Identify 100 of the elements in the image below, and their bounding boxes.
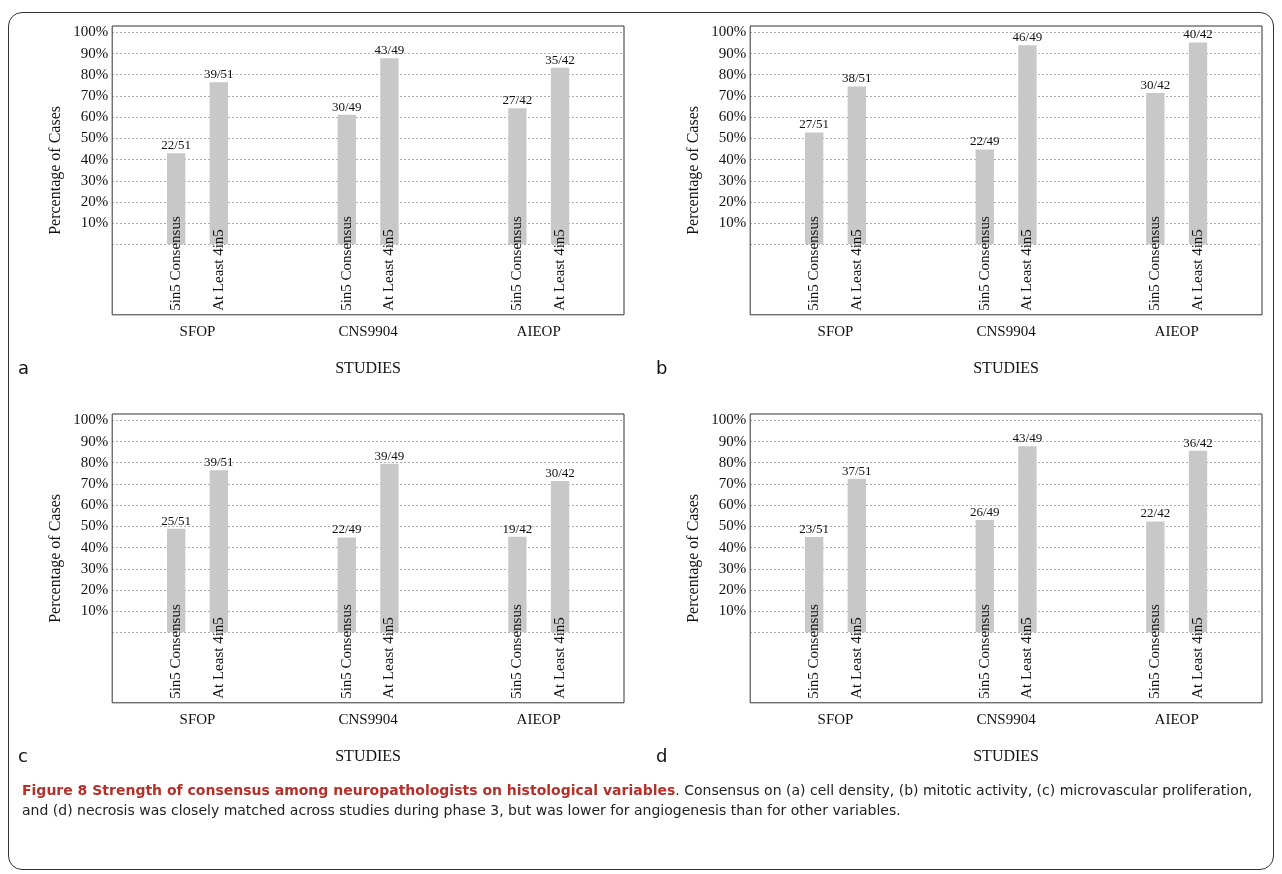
text: 5in5 Consensus <box>508 604 525 699</box>
text: At Least 4in5 <box>380 229 397 311</box>
text: Figure 8 Strength of consensus among neuropathologists on histological variables <box>22 782 676 798</box>
text: d <box>656 744 668 766</box>
y-tick-label: 80% <box>718 453 747 470</box>
y-tick-label: 100% <box>73 23 109 40</box>
text: b <box>656 356 668 378</box>
x-tick-label: CNS9904 <box>338 710 399 727</box>
data-label: 46/49 <box>1012 29 1043 45</box>
y-tick-label: 60% <box>718 496 747 513</box>
x-tick-label: SFOP <box>817 710 854 727</box>
y-tick-label: 60% <box>80 496 109 513</box>
text: 5in5 Consensus <box>337 604 354 699</box>
x-tick-label: CNS9904 <box>338 322 399 339</box>
y-tick-label: 70% <box>80 87 109 104</box>
y-tick-label: 30% <box>80 559 109 576</box>
text: a <box>18 356 30 378</box>
y-axis-title: Percentage of Cases <box>683 105 702 235</box>
text: 5in5 Consensus <box>337 216 354 311</box>
text: At Least 4in5 <box>550 229 567 311</box>
y-tick-label: 90% <box>80 432 109 449</box>
y-tick-label: 80% <box>80 453 109 470</box>
text: At Least 4in5 <box>847 617 864 699</box>
y-tick-label: 70% <box>80 475 109 492</box>
text: At Least 4in5 <box>209 617 226 699</box>
data-label: 36/42 <box>1183 434 1213 450</box>
data-label: 35/42 <box>545 51 575 67</box>
x-axis-title: STUDIES <box>973 358 1039 376</box>
data-label: 19/42 <box>502 520 533 536</box>
data-label: 39/49 <box>374 447 405 463</box>
y-tick-label: 40% <box>80 538 109 555</box>
y-tick-label: 10% <box>80 214 109 231</box>
text: 5in5 Consensus <box>508 216 525 311</box>
data-label: 39/51 <box>204 454 234 470</box>
text: 5in5 Consensus <box>167 216 184 311</box>
text: 5in5 Consensus <box>167 604 184 699</box>
y-tick-label: 30% <box>718 559 747 576</box>
data-label: 27/42 <box>502 92 533 108</box>
y-tick-label: 80% <box>718 65 747 82</box>
text: At Least 4in5 <box>1188 617 1205 699</box>
y-tick-label: 20% <box>80 193 109 210</box>
y-tick-label: 40% <box>80 150 109 167</box>
data-label: 43/49 <box>1012 430 1043 446</box>
data-label: 22/51 <box>161 137 191 153</box>
x-tick-label: AIEOP <box>516 710 561 727</box>
x-axis-title: STUDIES <box>973 746 1039 764</box>
text: At Least 4in5 <box>1188 229 1205 311</box>
y-tick-label: 100% <box>711 411 747 428</box>
y-tick-label: 90% <box>80 44 109 61</box>
text: 5in5 Consensus <box>975 604 992 699</box>
y-axis-title: Percentage of Cases <box>683 493 702 623</box>
text: At Least 4in5 <box>550 617 567 699</box>
y-axis-title: Percentage of Cases <box>45 493 64 623</box>
data-label: 22/49 <box>969 133 1000 149</box>
text: 5in5 Consensus <box>805 604 822 699</box>
x-axis-title: STUDIES <box>335 746 401 764</box>
data-label: 43/49 <box>374 42 405 58</box>
y-tick-label: 30% <box>718 171 747 188</box>
text: At Least 4in5 <box>209 229 226 311</box>
text: 5in5 Consensus <box>1146 604 1163 699</box>
text: At Least 4in5 <box>380 617 397 699</box>
data-label: 22/42 <box>1140 505 1171 521</box>
text: 5in5 Consensus <box>805 216 822 311</box>
y-tick-label: 10% <box>80 602 109 619</box>
data-label: 40/42 <box>1183 26 1213 42</box>
data-label: 39/51 <box>204 66 234 82</box>
text: At Least 4in5 <box>1018 617 1035 699</box>
y-tick-label: 60% <box>80 108 109 125</box>
y-tick-label: 20% <box>718 581 747 598</box>
text: 5in5 Consensus <box>975 216 992 311</box>
data-label: 25/51 <box>161 512 191 528</box>
y-tick-label: 60% <box>718 108 747 125</box>
y-tick-label: 50% <box>718 517 747 534</box>
data-label: 30/49 <box>331 98 362 114</box>
data-label: 37/51 <box>842 462 872 478</box>
y-tick-label: 20% <box>80 581 109 598</box>
text: At Least 4in5 <box>847 229 864 311</box>
y-tick-label: 100% <box>711 23 747 40</box>
y-tick-label: 40% <box>718 538 747 555</box>
x-tick-label: SFOP <box>179 322 216 339</box>
data-label: 23/51 <box>799 520 829 536</box>
y-tick-label: 50% <box>718 129 747 146</box>
y-tick-label: 10% <box>718 214 747 231</box>
x-tick-label: SFOP <box>817 322 854 339</box>
x-tick-label: CNS9904 <box>976 322 1037 339</box>
y-tick-label: 80% <box>80 65 109 82</box>
y-tick-label: 90% <box>718 44 747 61</box>
y-axis-title: Percentage of Cases <box>45 105 64 235</box>
y-tick-label: 20% <box>718 193 747 210</box>
y-tick-label: 10% <box>718 602 747 619</box>
data-label: 30/42 <box>1140 77 1171 93</box>
y-tick-label: 30% <box>80 171 109 188</box>
data-label: 30/42 <box>545 465 575 481</box>
data-label: 38/51 <box>842 70 872 86</box>
text: c <box>18 744 28 766</box>
x-tick-label: SFOP <box>179 710 216 727</box>
x-tick-label: AIEOP <box>1154 710 1199 727</box>
data-label: 22/49 <box>331 521 362 537</box>
text: At Least 4in5 <box>1018 229 1035 311</box>
x-tick-label: CNS9904 <box>976 710 1037 727</box>
